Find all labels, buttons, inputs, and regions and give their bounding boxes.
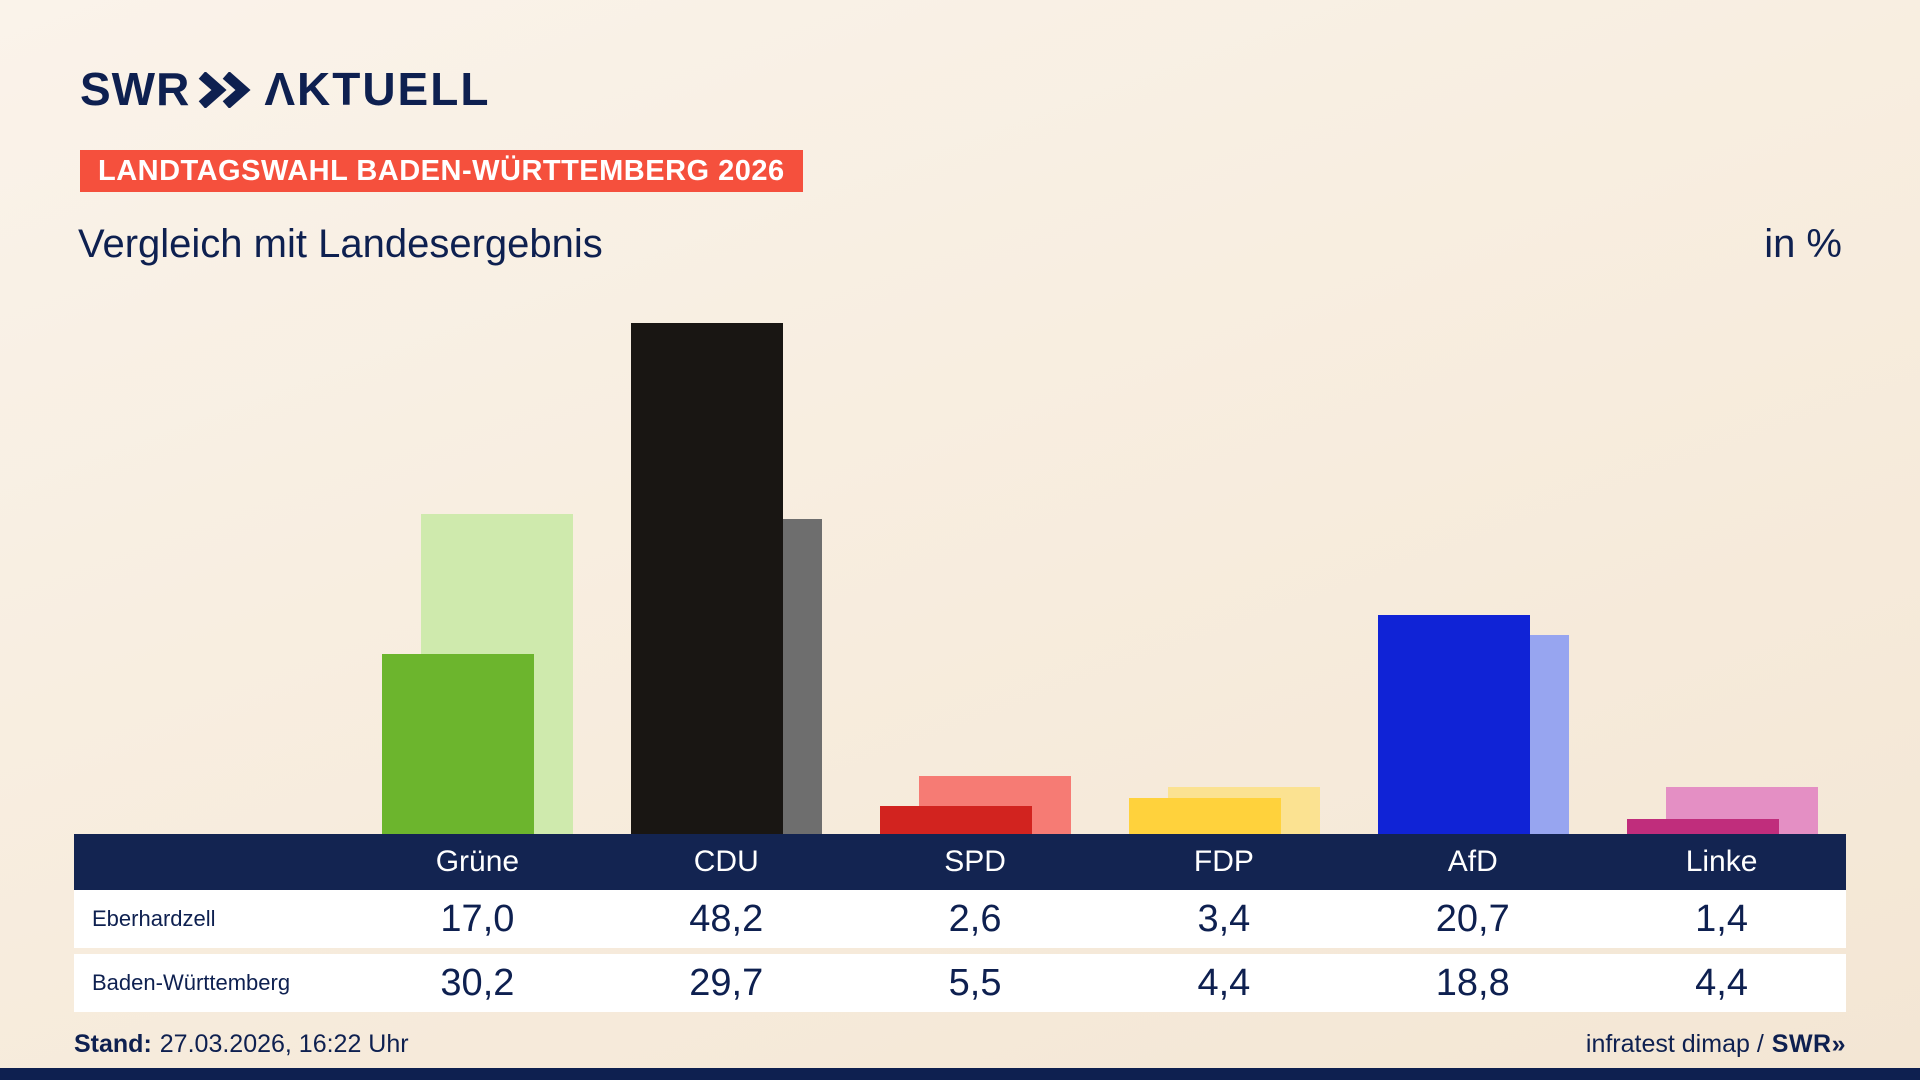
stand-label: Stand: bbox=[74, 1030, 152, 1058]
bar-Eberhardzell-SPD bbox=[880, 806, 1033, 834]
bottom-navy-bar bbox=[0, 1068, 1920, 1080]
bar-Eberhardzell-CDU bbox=[631, 323, 784, 834]
source-credit: infratest dimap / SWR» bbox=[1586, 1030, 1846, 1059]
party-header-SPD: SPD bbox=[944, 845, 1006, 878]
party-header-AfD: AfD bbox=[1447, 845, 1498, 878]
row-label-Eberhardzell: Eberhardzell bbox=[92, 906, 216, 931]
value-Baden-Württemberg-Grüne: 30,2 bbox=[440, 961, 515, 1004]
value-Eberhardzell-FDP: 3,4 bbox=[1197, 897, 1251, 940]
chart-column-SPD bbox=[851, 294, 1100, 834]
bar-chart bbox=[74, 294, 1846, 834]
party-header-Grüne: Grüne bbox=[435, 845, 520, 878]
value-Baden-Württemberg-FDP: 4,4 bbox=[1197, 961, 1251, 1004]
swr-logo-text: SWR bbox=[80, 63, 191, 115]
bar-Eberhardzell-FDP bbox=[1128, 798, 1281, 834]
value-Baden-Württemberg-AfD: 18,8 bbox=[1435, 961, 1510, 1004]
table-row-Eberhardzell: Eberhardzell 17,0 48,2 2,6 3,4 20,7 1,4 bbox=[74, 890, 1846, 948]
chart-column-AfD bbox=[1348, 294, 1597, 834]
chart-title: Vergleich mit Landesergebnis bbox=[78, 222, 603, 266]
election-badge: LANDTAGSWAHL BADEN-WÜRTTEMBERG 2026 bbox=[80, 150, 803, 192]
table-header-row: Grüne CDU SPD FDP AfD Linke bbox=[74, 834, 1846, 890]
value-Eberhardzell-SPD: 2,6 bbox=[948, 897, 1002, 940]
footer: Stand: 27.03.2026, 16:22 Uhr infratest di… bbox=[74, 1030, 1846, 1059]
party-header-CDU: CDU bbox=[693, 845, 759, 878]
unit-label: in % bbox=[1764, 222, 1842, 266]
value-Baden-Württemberg-Linke: 4,4 bbox=[1695, 961, 1748, 1004]
row-label-Baden-Württemberg: Baden-Württemberg bbox=[92, 970, 291, 995]
swr-aktuell-logo: SWR ΛKTUELL bbox=[80, 62, 490, 116]
bar-Eberhardzell-Grüne bbox=[382, 654, 535, 834]
value-Baden-Württemberg-SPD: 5,5 bbox=[948, 961, 1002, 1004]
stand-value: 27.03.2026, 16:22 Uhr bbox=[159, 1030, 409, 1058]
value-Eberhardzell-Grüne: 17,0 bbox=[440, 897, 515, 940]
title-row: Vergleich mit Landesergebnis in % bbox=[78, 222, 1842, 267]
results-table: Grüne CDU SPD FDP AfD Linke Eberhardzell 17,0 48… bbox=[74, 834, 1846, 1012]
value-Eberhardzell-CDU: 48,2 bbox=[689, 897, 764, 940]
value-Baden-Württemberg-CDU: 29,7 bbox=[689, 961, 764, 1004]
chart-column-CDU bbox=[602, 294, 851, 834]
table-row-Baden-Württemberg: Baden-Württemberg 30,2 29,7 5,5 4,4 18,8 4,4 bbox=[74, 954, 1846, 1012]
source-text: infratest dimap / bbox=[1585, 1030, 1764, 1058]
value-Eberhardzell-AfD: 20,7 bbox=[1435, 897, 1510, 940]
swr-small-chevrons-icon: » bbox=[1831, 1030, 1846, 1058]
aktuell-logo-text: ΛKTUELL bbox=[264, 63, 491, 115]
party-header-FDP: FDP bbox=[1193, 845, 1254, 878]
stand-timestamp: Stand: 27.03.2026, 16:22 Uhr bbox=[74, 1030, 409, 1059]
swr-chevrons-icon bbox=[198, 72, 254, 108]
value-Eberhardzell-Linke: 1,4 bbox=[1695, 897, 1748, 940]
party-header-Linke: Linke bbox=[1685, 845, 1758, 878]
bar-Eberhardzell-AfD bbox=[1377, 615, 1530, 834]
chart-column-Linke bbox=[1597, 294, 1846, 834]
bar-Eberhardzell-Linke bbox=[1626, 819, 1779, 834]
chart-column-FDP bbox=[1099, 294, 1348, 834]
source-swr-logo: SWR» bbox=[1771, 1030, 1846, 1058]
chart-column-Grüne bbox=[353, 294, 602, 834]
